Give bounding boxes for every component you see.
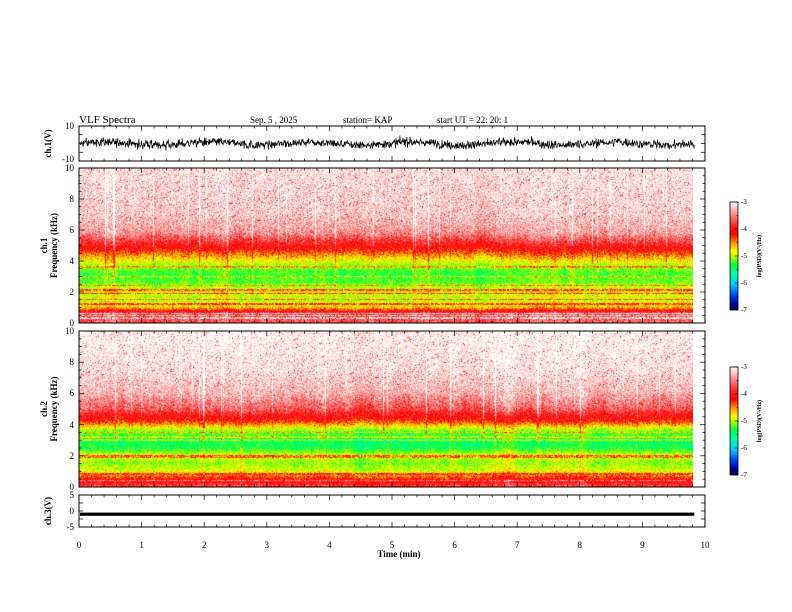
ch3-waveform-bg: [79, 495, 705, 527]
ch3-ytick-mid: 0: [70, 506, 75, 516]
colorbar-1-tick-m5: -5: [741, 252, 747, 260]
ch1-spec-ytick-8: 8: [70, 194, 75, 204]
time-tick-label: 3: [265, 540, 270, 550]
ch2-spectrogram-panel: 0 2 4 6 8 10 ch.2 Frequency (kHz): [39, 326, 706, 492]
ch1-ylabel: ch.1(V): [43, 129, 53, 157]
ch1-spec-ytick-4: 4: [70, 256, 75, 266]
colorbar-1-tick-m7: -7: [741, 306, 747, 314]
ch1-spec-ytick-0: 0: [70, 318, 75, 328]
time-tick-label: 8: [578, 540, 583, 550]
time-tick-label: 9: [640, 540, 645, 550]
ch1-spec-ytick-6: 6: [70, 225, 75, 235]
time-tick-label: 0: [77, 540, 82, 550]
ch2-spec-ytick-6: 6: [70, 388, 75, 398]
colorbar-2-tick-m3: -3: [741, 363, 747, 371]
ch1-spectrogram-panel: 0 2 4 6 8 10 ch.1 Frequency (kHz): [39, 163, 706, 328]
ch1-spectrogram-frame: [78, 167, 706, 324]
ch3-waveform-trace: [80, 512, 695, 516]
ch1-spec-ytick-2: 2: [70, 287, 75, 297]
ch1-spectrogram-image: [79, 168, 693, 323]
ch3-waveform-frame: [78, 494, 706, 528]
date-label: Sep. 5 , 2025: [250, 115, 298, 125]
colorbar-2-tick-m6: -6: [741, 444, 747, 452]
ch1-waveform-panel: 10 -10 ch.1(V): [43, 121, 706, 164]
time-tick-label: 5: [390, 540, 395, 550]
colorbar-2: -3 -4 -5 -6 -7 log(PSD)(V²/Hz): [729, 363, 763, 479]
ch2-spectrogram-frame: [78, 330, 706, 488]
ch3-ytick-bottom: -5: [67, 522, 75, 532]
ch1-spec-ytick-10: 10: [65, 163, 75, 173]
colorbar-2-tick-m7: -7: [741, 471, 747, 479]
ch2-channel-label: ch.2: [39, 401, 49, 417]
time-axis-tick-labels: 0 1 2 3 4 5 6 7 8 9 10: [77, 540, 710, 550]
colorbar-1-gradient: [730, 202, 738, 310]
ch2-freq-ylabel: Frequency (kHz): [49, 376, 59, 441]
ch3-ytick-top: 5: [70, 490, 75, 500]
time-tick-label: 4: [327, 540, 332, 550]
ch2-spec-ytick-2: 2: [70, 451, 75, 461]
colorbar-1: -3 -4 -5 -6 -7 log(PSD)(V²/Hz): [729, 198, 763, 314]
ch1-waveform-frame: [78, 125, 706, 162]
time-axis-label: Time (min): [377, 549, 420, 559]
ch1-waveform-trace: [79, 135, 695, 151]
ch1-ytick-top: 10: [65, 121, 75, 131]
ch1-ytick-bottom: -10: [62, 154, 74, 164]
time-tick-label: 1: [139, 540, 144, 550]
start-time-label: start UT = 22: 20: 1: [437, 115, 508, 125]
ch2-spec-ytick-4: 4: [70, 420, 75, 430]
ch3-ylabel: ch.3(V): [43, 497, 53, 525]
colorbar-2-tick-m5: -5: [741, 417, 747, 425]
ch2-spec-ytick-0: 0: [70, 482, 75, 492]
time-tick-label: 10: [701, 540, 711, 550]
station-label: station= KAP: [343, 115, 392, 125]
ch2-spectrogram-image: [79, 331, 693, 487]
ch3-waveform-panel: 5 0 -5 ch.3(V): [43, 490, 706, 532]
ch1-freq-ylabel: Frequency (kHz): [49, 213, 59, 278]
time-tick-label: 6: [452, 540, 457, 550]
time-tick-label: 7: [515, 540, 520, 550]
colorbar-1-tick-m6: -6: [741, 279, 747, 287]
figure-title: VLF Spectra: [79, 114, 136, 126]
colorbar-2-tick-m4: -4: [741, 390, 747, 398]
colorbar-2-label: log(PSD)(V²/Hz): [756, 400, 763, 442]
colorbar-1-label: log(PSD)(V²/Hz): [756, 235, 763, 277]
colorbar-1-tick-m4: -4: [741, 225, 747, 233]
colorbar-1-tick-m3: -3: [741, 198, 747, 206]
ch2-spec-ytick-8: 8: [70, 357, 75, 367]
ch1-channel-label: ch.1: [39, 237, 49, 253]
colorbar-2-gradient: [730, 367, 738, 475]
time-tick-label: 2: [202, 540, 207, 550]
ch2-spec-ytick-10: 10: [65, 326, 75, 336]
